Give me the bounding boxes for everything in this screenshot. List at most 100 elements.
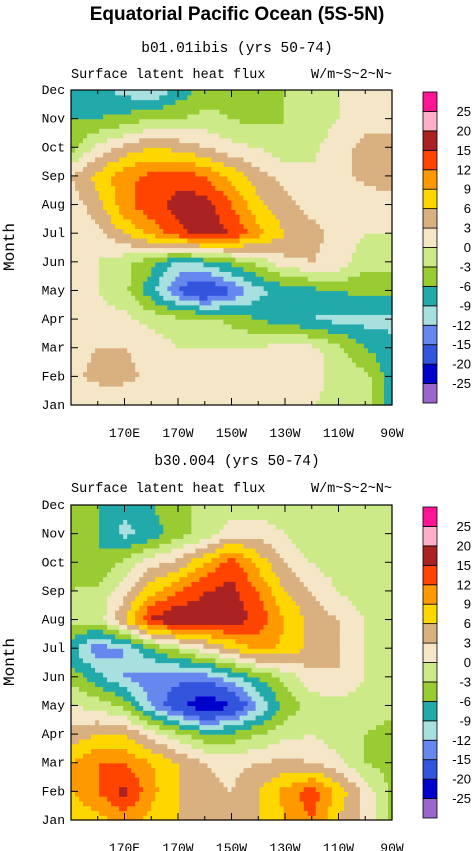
- heatmap-cell: [251, 252, 257, 258]
- heatmap-cell: [295, 323, 301, 330]
- heatmap-cell: [239, 171, 245, 177]
- heatmap-cell: [383, 385, 389, 392]
- heatmap-cell: [323, 233, 329, 239]
- heatmap-cell: [319, 385, 325, 392]
- heatmap-cell: [375, 156, 381, 163]
- heatmap-cell: [271, 352, 277, 358]
- heatmap-cell: [359, 266, 365, 272]
- heatmap-cell: [243, 309, 249, 315]
- heatmap-cell: [143, 233, 148, 239]
- heatmap-cell: [127, 295, 132, 301]
- heatmap-cell: [95, 175, 100, 182]
- heatmap-cell: [255, 175, 261, 182]
- heatmap-cell: [107, 338, 112, 344]
- heatmap-cell: [175, 113, 180, 120]
- heatmap-cell: [227, 137, 233, 144]
- heatmap-cell: [151, 180, 156, 187]
- heatmap-cell: [215, 323, 221, 330]
- heatmap-cell: [187, 166, 192, 172]
- heatmap-cell: [79, 366, 84, 373]
- heatmap-cell: [115, 352, 120, 358]
- heatmap-cell: [107, 214, 112, 220]
- heatmap-cell: [267, 290, 273, 296]
- heatmap-cell: [379, 295, 385, 301]
- heatmap-cell: [147, 257, 152, 263]
- heatmap-cell: [379, 142, 385, 148]
- heatmap-cell: [375, 381, 381, 387]
- heatmap-cell: [351, 304, 357, 311]
- heatmap-cell: [195, 104, 200, 110]
- heatmap-cell: [323, 223, 329, 230]
- heatmap-cell: [263, 285, 269, 292]
- heatmap-cell: [87, 319, 92, 325]
- heatmap-cell: [219, 323, 225, 330]
- heatmap-cell: [347, 342, 353, 349]
- heatmap-cell: [275, 381, 281, 387]
- heatmap-cell: [235, 147, 241, 153]
- heatmap-cell: [367, 300, 373, 306]
- heatmap-cell: [287, 276, 293, 282]
- heatmap-cell: [347, 309, 353, 315]
- heatmap-cell: [155, 300, 160, 306]
- heatmap-cell: [339, 109, 345, 115]
- heatmap-cell: [359, 109, 365, 115]
- heatmap-cell: [287, 247, 293, 253]
- heatmap-cell: [179, 257, 184, 263]
- heatmap-cell: [179, 376, 184, 382]
- heatmap-cell: [387, 171, 393, 177]
- heatmap-cell: [239, 113, 245, 120]
- heatmap-cell: [263, 113, 269, 120]
- heatmap-cell: [127, 237, 132, 244]
- heatmap-cell: [147, 290, 152, 296]
- heatmap-cell: [75, 195, 80, 201]
- heatmap-cell: [87, 156, 92, 163]
- heatmap-cell: [263, 261, 269, 268]
- heatmap-cell: [291, 280, 297, 287]
- heatmap-cell: [311, 209, 317, 215]
- heatmap-cell: [139, 223, 144, 230]
- heatmap-cell: [295, 137, 301, 144]
- heatmap-cell: [179, 171, 184, 177]
- heatmap-cell: [279, 266, 285, 272]
- heatmap-cell: [335, 152, 341, 158]
- heatmap-cell: [143, 323, 148, 330]
- heatmap-cell: [315, 385, 321, 392]
- heatmap-cell: [315, 362, 321, 368]
- heatmap-cell: [123, 190, 128, 196]
- heatmap-cell: [75, 280, 80, 287]
- heatmap-cell: [123, 204, 128, 210]
- heatmap-cell: [259, 214, 265, 220]
- heatmap-cell: [147, 185, 152, 191]
- heatmap-cell: [311, 195, 317, 201]
- heatmap-cell: [363, 300, 369, 306]
- heatmap-cell: [379, 161, 385, 167]
- heatmap-cell: [387, 223, 393, 230]
- heatmap-cell: [355, 247, 361, 253]
- heatmap-cell: [371, 276, 377, 282]
- heatmap-cell: [135, 352, 140, 358]
- heatmap-cell: [103, 261, 108, 268]
- heatmap-cell: [315, 109, 321, 115]
- heatmap-cell: [107, 290, 112, 296]
- heatmap-cell: [155, 385, 160, 392]
- heatmap-cell: [71, 247, 76, 253]
- heatmap-cell: [375, 338, 381, 344]
- heatmap-cell: [235, 137, 241, 144]
- heatmap-cell: [331, 381, 337, 387]
- heatmap-cell: [155, 209, 160, 215]
- heatmap-cell: [75, 113, 80, 120]
- heatmap-cell: [79, 280, 84, 287]
- heatmap-cell: [131, 304, 136, 311]
- heatmap-cell: [291, 395, 297, 401]
- heatmap-cell: [183, 266, 188, 272]
- heatmap-cell: [99, 328, 104, 335]
- heatmap-cell: [235, 323, 241, 330]
- heatmap-cell: [107, 218, 112, 225]
- heatmap-cell: [307, 333, 313, 339]
- heatmap-cell: [179, 366, 184, 373]
- heatmap-cell: [307, 180, 313, 187]
- heatmap-cell: [259, 400, 265, 406]
- heatmap-cell: [75, 381, 80, 387]
- heatmap-cell: [327, 233, 333, 239]
- heatmap-cell: [103, 376, 108, 382]
